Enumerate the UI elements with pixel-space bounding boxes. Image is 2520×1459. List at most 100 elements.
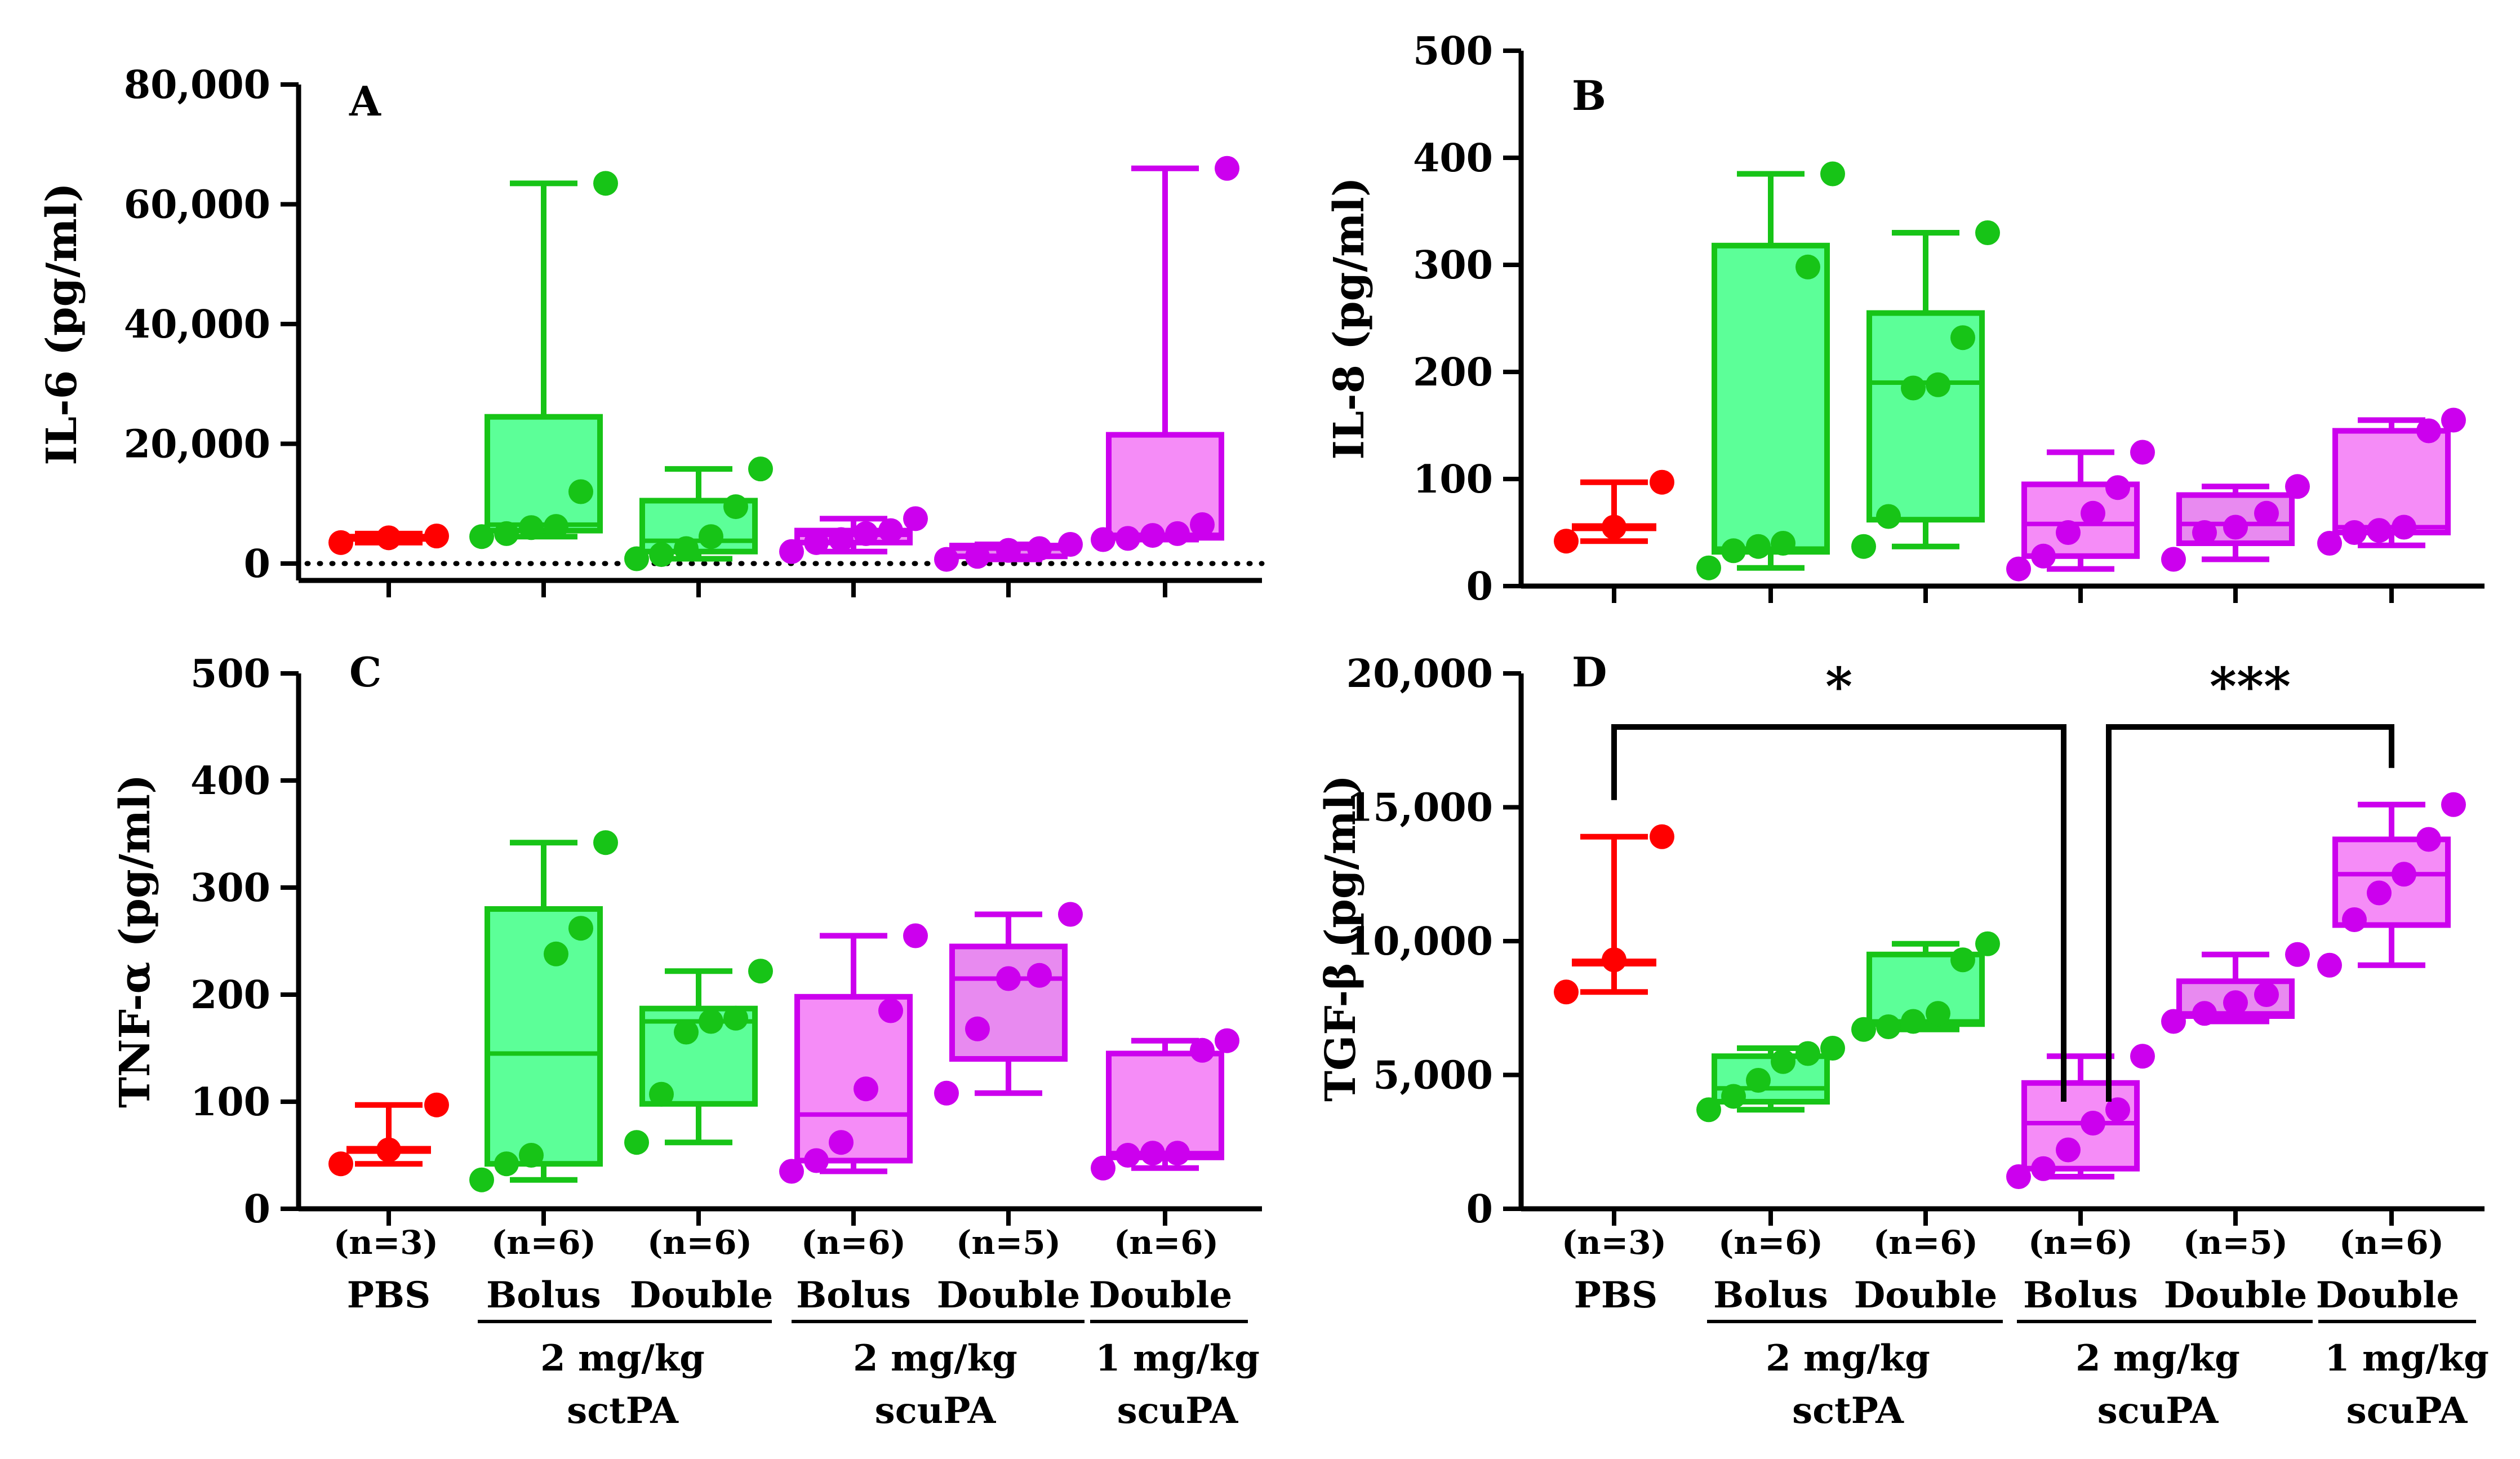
- data-point: [544, 941, 568, 966]
- data-point: [804, 1148, 829, 1173]
- data-point: [2161, 1009, 2186, 1034]
- box-group: [469, 830, 618, 1192]
- data-point: [1027, 536, 1052, 561]
- data-point: [2130, 1044, 2155, 1069]
- group-label: Bolus: [486, 1274, 601, 1316]
- data-point: [2006, 556, 2031, 582]
- box-group: [624, 456, 773, 571]
- box-group: [1554, 469, 1674, 554]
- data-point: [2367, 518, 2392, 543]
- data-point: [1901, 1009, 1926, 1034]
- box-iqr: [949, 943, 1068, 1062]
- data-point: [1975, 931, 2000, 956]
- data-point: [1115, 1143, 1140, 1168]
- data-point: [2081, 500, 2105, 526]
- y-tick-label: 0: [244, 542, 270, 587]
- group-n-label: (n=6): [2339, 1223, 2444, 1262]
- group-n-label: (n=6): [1114, 1223, 1219, 1262]
- dose-line2: scuPA: [2097, 1390, 2219, 1432]
- dose-line1: 1 mg/kg: [1095, 1337, 1260, 1380]
- dose-line1: 2 mg/kg: [1766, 1337, 1930, 1380]
- data-point: [1820, 161, 1845, 187]
- data-point: [699, 524, 723, 549]
- data-point: [649, 542, 674, 567]
- data-point: [593, 171, 618, 196]
- group-label: Double: [1854, 1274, 1998, 1316]
- y-tick-label: 300: [1413, 243, 1493, 288]
- box-group: [1696, 161, 1845, 580]
- data-point: [1058, 532, 1083, 557]
- data-point: [1696, 1097, 1721, 1123]
- data-point: [965, 1016, 990, 1041]
- data-point: [804, 530, 829, 555]
- data-point: [1190, 1037, 1215, 1063]
- data-point: [2105, 1097, 2130, 1123]
- significance-bracket: *: [1611, 656, 2066, 1102]
- data-point: [1091, 527, 1115, 552]
- data-point: [829, 1130, 854, 1155]
- data-point: [779, 539, 804, 564]
- dose-line2: sctPA: [1792, 1390, 1904, 1432]
- data-point: [1554, 979, 1579, 1005]
- data-point: [748, 959, 773, 984]
- y-tick-label: 400: [190, 759, 270, 804]
- data-point: [568, 479, 593, 504]
- box-group: [779, 506, 928, 564]
- box-iqr: [1712, 242, 1830, 555]
- data-point: [934, 1080, 959, 1106]
- data-point: [748, 456, 773, 482]
- y-tick-label: 10,000: [1346, 919, 1493, 964]
- box-iqr: [2332, 428, 2451, 535]
- data-point: [2254, 982, 2279, 1007]
- data-point: [2192, 520, 2217, 545]
- data-point: [1746, 1068, 1771, 1093]
- data-point: [1820, 1036, 1845, 1061]
- data-point: [424, 1092, 449, 1117]
- box-group: [1696, 1036, 1845, 1123]
- data-point: [2285, 942, 2310, 967]
- data-point: [2317, 531, 2342, 556]
- y-tick-label: 80,000: [124, 63, 270, 108]
- data-point: [1602, 947, 1626, 973]
- group-n-label: (n=6): [1873, 1223, 1978, 1262]
- data-point: [878, 518, 903, 543]
- box-group: [469, 171, 618, 549]
- data-point: [424, 524, 449, 549]
- data-point: [2192, 1001, 2217, 1026]
- group-label: Double: [1089, 1274, 1233, 1316]
- dose-line1: 2 mg/kg: [853, 1337, 1017, 1380]
- data-point: [779, 1159, 804, 1184]
- data-point: [903, 923, 928, 948]
- data-point: [1650, 469, 1674, 495]
- panel-a-il6: 0 20,000 40,000 60,000 80,000 IL-6 (pg/ml): [38, 63, 1265, 597]
- group-n-label: (n=6): [801, 1223, 906, 1262]
- data-point: [2317, 952, 2342, 978]
- data-point: [1851, 534, 1876, 559]
- box-iqr: [485, 906, 603, 1167]
- group-label: Bolus: [796, 1274, 911, 1316]
- data-point: [1950, 947, 1975, 973]
- data-point: [1901, 375, 1926, 401]
- data-point: [519, 515, 544, 540]
- data-point: [2006, 1164, 2031, 1189]
- data-point: [1926, 1001, 1950, 1026]
- panel-d-letter: D: [1572, 648, 1607, 696]
- dose-line2: scuPA: [1117, 1390, 1239, 1432]
- data-point: [1926, 372, 1950, 397]
- data-point: [568, 916, 593, 941]
- data-point: [2392, 862, 2416, 887]
- dose-line2: scuPA: [2346, 1390, 2468, 1432]
- dose-line1: 2 mg/kg: [540, 1337, 705, 1380]
- data-point: [965, 544, 990, 569]
- group-n-label: (n=3): [334, 1223, 438, 1262]
- significance-label: ***: [2210, 656, 2291, 717]
- data-point: [519, 1143, 544, 1168]
- panel-c-letter: C: [349, 648, 381, 696]
- data-point: [1554, 529, 1579, 554]
- data-point: [1140, 523, 1165, 548]
- data-point: [854, 521, 878, 546]
- data-point: [1091, 1155, 1115, 1181]
- y-tick-label: 200: [190, 973, 270, 1018]
- y-axis-label: IL-6 (pg/ml): [38, 183, 86, 465]
